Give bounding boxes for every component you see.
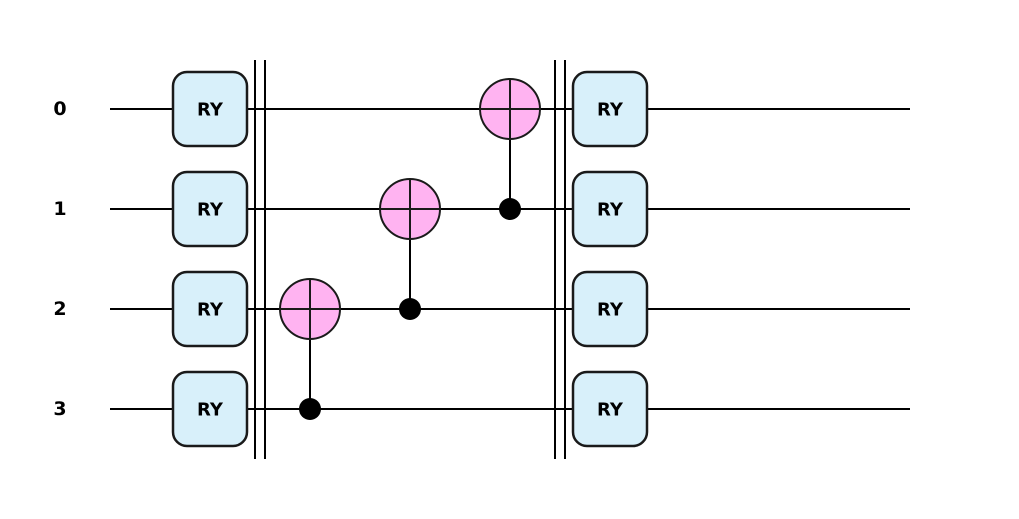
gate-box [171, 270, 249, 348]
qubit-label-0: 0 [53, 98, 66, 120]
gate-box [171, 70, 249, 148]
gate-label: RY [197, 400, 224, 421]
control-dot [299, 398, 321, 420]
gate-box [571, 70, 649, 148]
gate-box [571, 370, 649, 448]
ry-gate: RY [171, 370, 249, 448]
gate-label: RY [197, 100, 224, 121]
gate-label: RY [597, 400, 624, 421]
gate-label: RY [597, 200, 624, 221]
cnot-gate [479, 78, 541, 220]
qubit-label-3: 3 [53, 398, 66, 420]
ry-gate: RY [571, 170, 649, 248]
ry-gate: RY [571, 370, 649, 448]
ry-gate: RY [571, 270, 649, 348]
gate-label: RY [597, 100, 624, 121]
cnot-gate [279, 278, 341, 420]
gate-label: RY [197, 300, 224, 321]
cnot-gate [379, 178, 441, 320]
gate-box [171, 170, 249, 248]
gate-box [571, 270, 649, 348]
gates-layer: RY RY RY RY RY RY RY RY [171, 70, 649, 448]
ry-gate: RY [171, 270, 249, 348]
control-dot [399, 298, 421, 320]
gate-label: RY [197, 200, 224, 221]
control-dot [499, 198, 521, 220]
qubit-label-2: 2 [53, 298, 66, 320]
qubit-label-1: 1 [53, 198, 66, 220]
gate-box [171, 370, 249, 448]
barrier-layer [254, 60, 566, 459]
ry-gate: RY [171, 170, 249, 248]
ry-gate: RY [171, 70, 249, 148]
gate-label: RY [597, 300, 624, 321]
ry-gate: RY [571, 70, 649, 148]
qubit-labels-layer: 0 1 2 3 [53, 98, 66, 420]
gate-box [571, 170, 649, 248]
